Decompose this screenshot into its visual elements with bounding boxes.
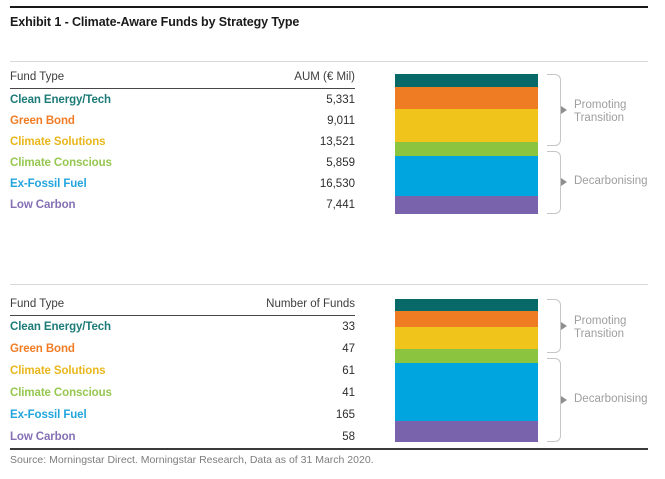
page-title: Exhibit 1 - Climate-Aware Funds by Strat… — [10, 15, 300, 29]
table-row: Climate Solutions 13,521 — [10, 131, 355, 152]
fund-value: 13,521 — [319, 135, 355, 148]
fund-value: 7,441 — [326, 198, 355, 211]
table-header: Fund Type AUM (€ Mil) — [10, 62, 355, 89]
bar-segment-climate-conscious — [395, 348, 538, 364]
table-row: Low Carbon 7,441 — [10, 194, 355, 215]
bar-segment-clean-energy-tech — [395, 299, 538, 311]
bracket-promoting-transition — [547, 299, 561, 354]
stacked-bar — [395, 299, 538, 442]
fund-label: Low Carbon — [10, 198, 76, 211]
fund-label: Ex-Fossil Fuel — [10, 177, 87, 190]
table-row: Green Bond 9,011 — [10, 110, 355, 131]
fund-label: Climate Conscious — [10, 156, 112, 169]
bar-segment-low-carbon — [395, 195, 538, 214]
table-row: Clean Energy/Tech 33 — [10, 316, 355, 338]
bar-segment-climate-solutions — [395, 108, 538, 142]
bracket-decarbonising — [547, 358, 561, 442]
group-label-decarbonising: Decarbonising — [574, 175, 648, 188]
fund-value: 61 — [342, 365, 355, 377]
column-header-fund-type: Fund Type — [10, 71, 65, 83]
fund-value: 33 — [342, 321, 355, 333]
table-aum: Fund Type AUM (€ Mil) Clean Energy/Tech … — [10, 62, 355, 215]
bar-segment-ex-fossil-fuel — [395, 155, 538, 196]
fund-value: 41 — [342, 387, 355, 399]
fund-value: 5,859 — [326, 156, 355, 169]
table-row: Low Carbon 58 — [10, 426, 355, 448]
bottom-rule — [10, 448, 648, 450]
fund-count-stacked-bar-chart: Promoting Transition Decarbonising — [395, 299, 648, 442]
fund-label: Climate Solutions — [10, 135, 106, 148]
table-row: Clean Energy/Tech 5,331 — [10, 89, 355, 110]
bar-segment-clean-energy-tech — [395, 74, 538, 87]
section-aum: Fund Type AUM (€ Mil) Clean Energy/Tech … — [10, 61, 648, 232]
fund-label: Ex-Fossil Fuel — [10, 409, 87, 421]
bar-segment-climate-solutions — [395, 327, 538, 349]
group-label-promoting-transition: Promoting Transition — [574, 98, 627, 124]
fund-label: Green Bond — [10, 343, 75, 355]
stacked-bar — [395, 74, 538, 214]
table-row: Ex-Fossil Fuel 16,530 — [10, 173, 355, 194]
fund-label: Climate Conscious — [10, 387, 112, 399]
table-header: Fund Type Number of Funds — [10, 285, 355, 316]
fund-label: Low Carbon — [10, 431, 76, 443]
table-row: Ex-Fossil Fuel 165 — [10, 404, 355, 426]
fund-label: Clean Energy/Tech — [10, 321, 111, 333]
table-row: Climate Conscious 41 — [10, 382, 355, 404]
source-note: Source: Morningstar Direct. Morningstar … — [10, 454, 374, 466]
table-fund-count: Fund Type Number of Funds Clean Energy/T… — [10, 285, 355, 448]
group-label-promoting-transition: Promoting Transition — [574, 315, 627, 340]
bracket-promoting-transition — [547, 74, 561, 146]
fund-value: 58 — [342, 431, 355, 443]
bar-segment-low-carbon — [395, 421, 538, 442]
top-rule — [10, 6, 648, 8]
fund-value: 9,011 — [327, 114, 355, 127]
table-row: Climate Solutions 61 — [10, 360, 355, 382]
bar-segment-green-bond — [395, 310, 538, 328]
arrow-right-icon — [561, 178, 567, 187]
arrow-right-icon — [561, 322, 567, 330]
group-label-decarbonising: Decarbonising — [574, 393, 648, 405]
table-row: Climate Conscious 5,859 — [10, 152, 355, 173]
fund-label: Clean Energy/Tech — [10, 93, 111, 106]
table-row: Green Bond 47 — [10, 338, 355, 360]
section-fund-count: Fund Type Number of Funds Clean Energy/T… — [10, 284, 648, 449]
fund-value: 5,331 — [326, 93, 355, 106]
column-header-number-of-funds: Number of Funds — [266, 298, 355, 310]
bar-segment-ex-fossil-fuel — [395, 363, 538, 422]
arrow-right-icon — [561, 396, 567, 404]
aum-stacked-bar-chart: Promoting Transition Decarbonising — [395, 74, 648, 214]
column-header-fund-type: Fund Type — [10, 298, 65, 310]
fund-label: Green Bond — [10, 114, 75, 127]
bracket-decarbonising — [547, 150, 561, 214]
fund-label: Climate Solutions — [10, 365, 106, 377]
bar-segment-green-bond — [395, 86, 538, 109]
arrow-right-icon — [561, 105, 567, 114]
bar-segment-climate-conscious — [395, 141, 538, 156]
column-header-aum: AUM (€ Mil) — [294, 71, 355, 83]
fund-value: 16,530 — [319, 177, 355, 190]
fund-value: 47 — [342, 343, 355, 355]
fund-value: 165 — [335, 409, 355, 421]
